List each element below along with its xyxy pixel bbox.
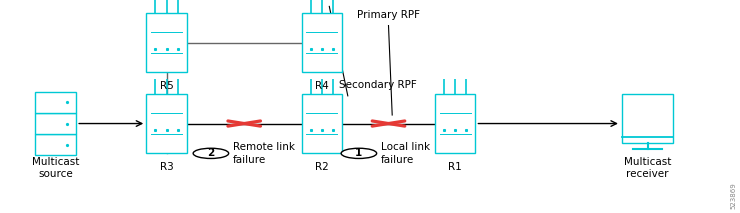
Text: R4: R4 [315, 81, 329, 91]
FancyBboxPatch shape [36, 113, 76, 134]
FancyBboxPatch shape [147, 94, 186, 153]
Circle shape [193, 148, 229, 158]
FancyBboxPatch shape [302, 13, 342, 72]
Text: Multicast
source: Multicast source [32, 157, 79, 179]
Text: Primary RPF: Primary RPF [357, 10, 420, 20]
FancyBboxPatch shape [302, 94, 342, 153]
FancyBboxPatch shape [435, 94, 476, 153]
FancyBboxPatch shape [622, 94, 673, 143]
FancyBboxPatch shape [36, 92, 76, 113]
Text: Local link
failure: Local link failure [381, 142, 430, 165]
Text: R5: R5 [160, 81, 173, 91]
FancyBboxPatch shape [147, 13, 186, 72]
Text: Secondary RPF: Secondary RPF [338, 80, 417, 90]
Text: R2: R2 [315, 162, 329, 172]
Text: 2: 2 [207, 148, 215, 158]
Text: R3: R3 [160, 162, 173, 172]
Text: R1: R1 [448, 162, 462, 172]
FancyBboxPatch shape [36, 134, 76, 155]
Text: Remote link
failure: Remote link failure [233, 142, 295, 165]
Text: 523869: 523869 [730, 182, 736, 209]
Circle shape [341, 148, 377, 158]
Text: Multicast
receiver: Multicast receiver [624, 157, 671, 179]
Text: 1: 1 [355, 148, 363, 158]
